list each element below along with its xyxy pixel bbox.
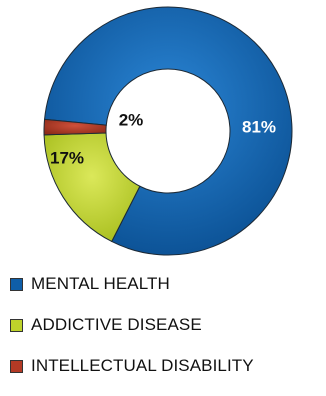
legend-item-mental-health: MENTAL HEALTH <box>10 273 326 295</box>
slice-label-mental-health: 81% <box>242 117 276 136</box>
legend-swatch-addictive-disease <box>10 318 23 332</box>
legend-item-intellectual-disability: INTELLECTUAL DISABILITY <box>10 355 326 377</box>
slice-label-addictive-disease: 17% <box>50 148 84 167</box>
legend-swatch-intellectual-disability <box>10 359 23 373</box>
slice-mental-health <box>44 6 293 256</box>
slice-intellectual-disability <box>43 118 107 136</box>
legend-item-addictive-disease: ADDICTIVE DISEASE <box>10 314 326 336</box>
legend-label-intellectual-disability: INTELLECTUAL DISABILITY <box>31 356 254 375</box>
donut-chart: 81% 17% 2% <box>43 6 293 256</box>
legend-swatch-mental-health <box>10 277 23 291</box>
chart-legend: MENTAL HEALTH ADDICTIVE DISEASE INTELLEC… <box>10 273 326 396</box>
slice-label-intellectual-disability: 2% <box>119 110 144 129</box>
legend-label-addictive-disease: ADDICTIVE DISEASE <box>31 315 202 334</box>
legend-label-mental-health: MENTAL HEALTH <box>31 274 170 293</box>
